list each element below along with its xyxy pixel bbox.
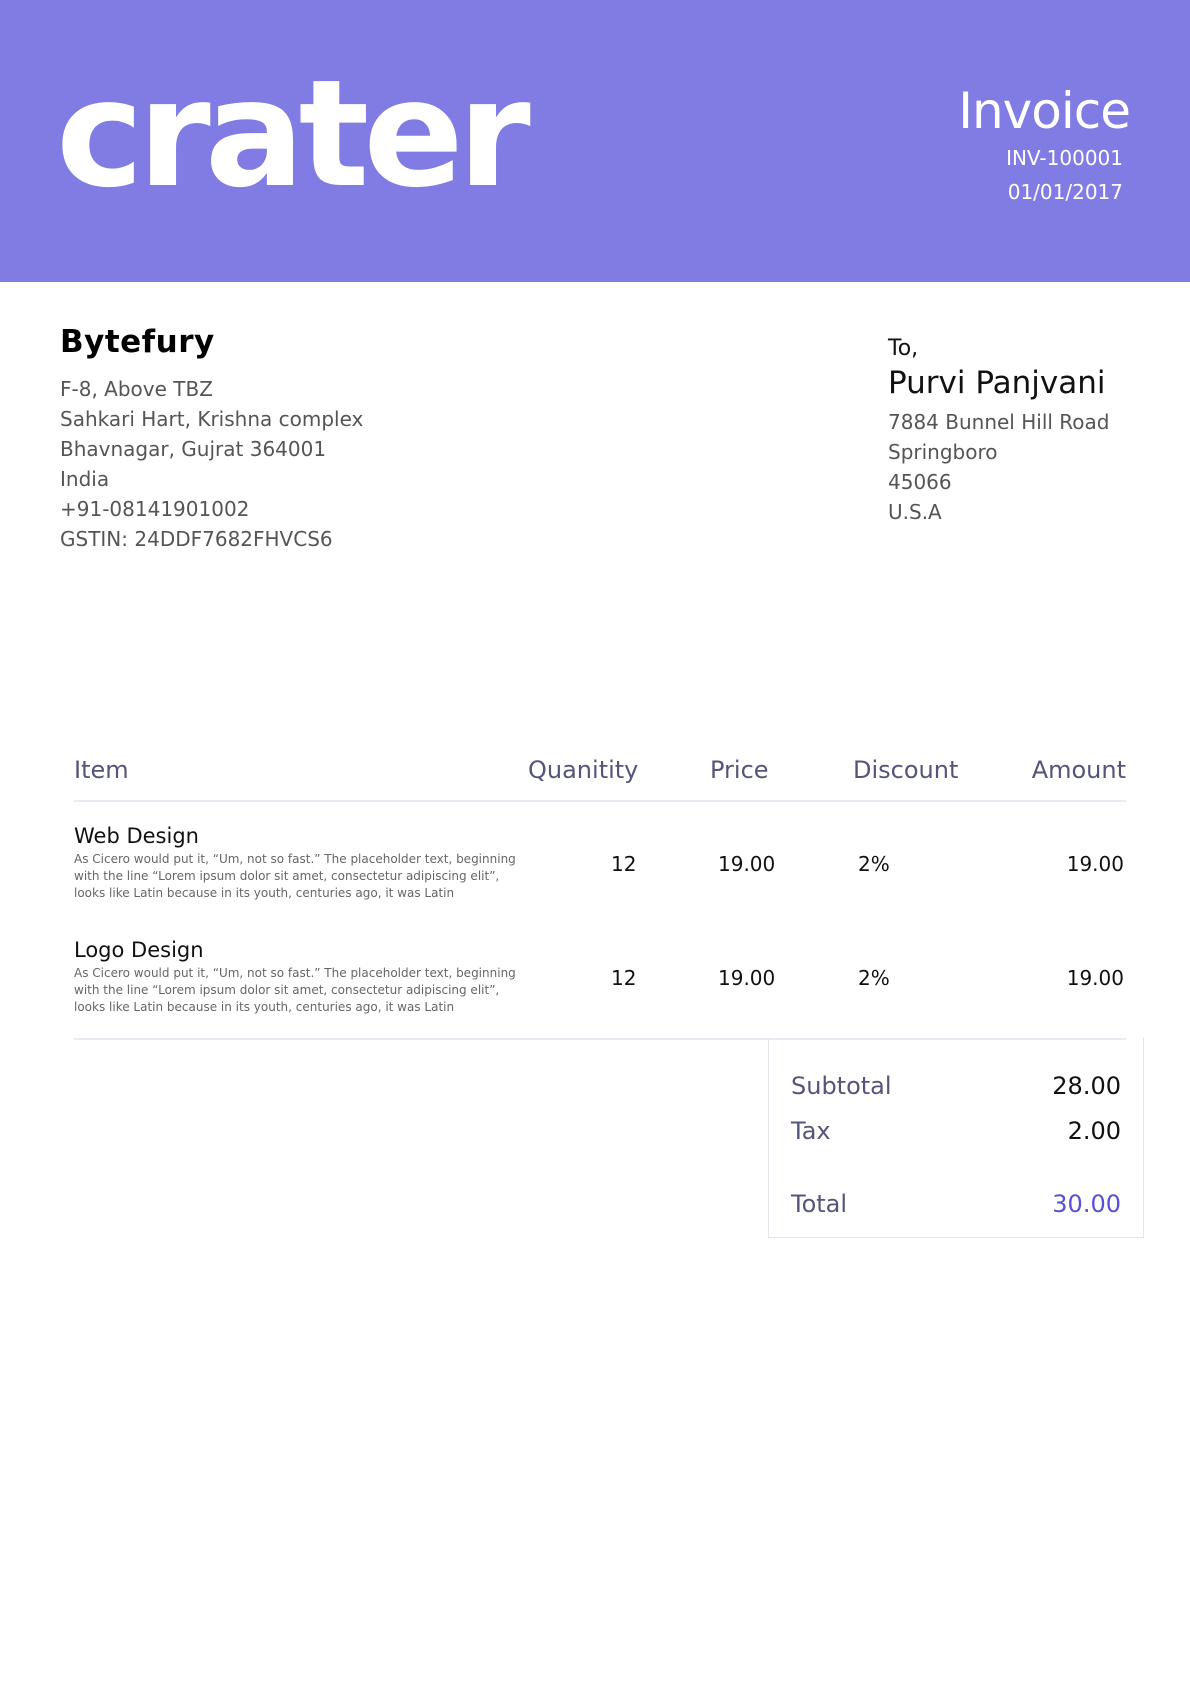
company-name: Bytefury xyxy=(60,324,215,360)
header-discount: Discount xyxy=(853,756,959,784)
invoice-title: Invoice xyxy=(958,82,1131,140)
item-amount: 19.00 xyxy=(1066,852,1124,876)
company-line: Sahkari Hart, Krishna complex xyxy=(60,407,364,431)
subtotal-value: 28.00 xyxy=(1052,1072,1121,1100)
item-name: Logo Design xyxy=(74,938,204,962)
item-description: As Cicero would put it, “Um, not so fast… xyxy=(74,852,516,900)
item-price: 19.00 xyxy=(718,852,776,876)
billing-line: 7884 Bunnel Hill Road xyxy=(888,410,1110,434)
item-discount: 2% xyxy=(858,966,890,990)
company-gstin: GSTIN: 24DDF7682FHVCS6 xyxy=(60,527,333,551)
item-quantity: 12 xyxy=(611,852,637,876)
item-quantity: 12 xyxy=(611,966,637,990)
company-phone: +91-08141901002 xyxy=(60,497,250,521)
item-amount: 19.00 xyxy=(1066,966,1124,990)
invoice-header: crater Invoice INV-100001 01/01/2017 xyxy=(0,0,1190,282)
company-address: Bytefury F-8, Above TBZ Sahkari Hart, Kr… xyxy=(60,324,363,554)
company-line: India xyxy=(60,467,110,491)
table-row: Logo Design As Cicero would put it, “Um,… xyxy=(74,938,1126,1016)
customer-name: Purvi Panjvani xyxy=(888,365,1106,401)
billing-address: To, Purvi Panjvani 7884 Bunnel Hill Road… xyxy=(888,336,1109,527)
tax-value: 2.00 xyxy=(1067,1117,1121,1145)
invoice-number: INV-100001 xyxy=(1006,146,1123,170)
totals-box: Subtotal 28.00 Tax 2.00 Total 30.00 xyxy=(768,1038,1144,1238)
header-price: Price xyxy=(710,756,769,784)
header-quantity: Quanitity xyxy=(528,756,639,784)
company-line: F-8, Above TBZ xyxy=(60,377,213,401)
billing-line: U.S.A xyxy=(888,500,942,524)
invoice-date: 01/01/2017 xyxy=(1007,180,1123,204)
header-divider xyxy=(74,800,1126,802)
billing-line: 45066 xyxy=(888,470,952,494)
header-amount: Amount xyxy=(1031,756,1126,784)
total-label: Total xyxy=(791,1190,848,1218)
table-row: Web Design As Cicero would put it, “Um, … xyxy=(74,824,1126,902)
item-price: 19.00 xyxy=(718,966,776,990)
item-discount: 2% xyxy=(858,852,890,876)
item-name: Web Design xyxy=(74,824,199,848)
item-description: As Cicero would put it, “Um, not so fast… xyxy=(74,966,516,1014)
header-item: Item xyxy=(74,756,129,784)
company-line: Bhavnagar, Gujrat 364001 xyxy=(60,437,327,461)
to-label: To, xyxy=(888,336,919,361)
subtotal-label: Subtotal xyxy=(791,1072,892,1100)
crater-logo: crater xyxy=(56,48,531,220)
tax-label: Tax xyxy=(791,1117,831,1145)
table-divider xyxy=(74,1038,1126,1040)
billing-line: Springboro xyxy=(888,440,998,464)
total-value: 30.00 xyxy=(1052,1190,1121,1218)
